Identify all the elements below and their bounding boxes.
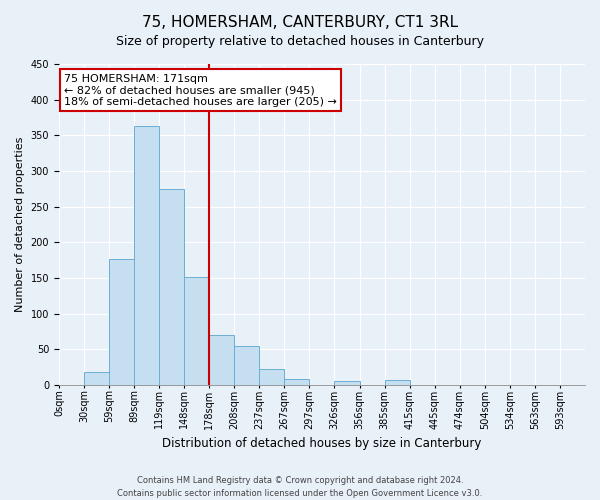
Text: Contains HM Land Registry data © Crown copyright and database right 2024.
Contai: Contains HM Land Registry data © Crown c…: [118, 476, 482, 498]
Text: 75, HOMERSHAM, CANTERBURY, CT1 3RL: 75, HOMERSHAM, CANTERBURY, CT1 3RL: [142, 15, 458, 30]
Bar: [84, 372, 109, 385]
Text: Size of property relative to detached houses in Canterbury: Size of property relative to detached ho…: [116, 35, 484, 48]
Bar: [159, 189, 184, 385]
Bar: [134, 126, 159, 385]
Bar: [184, 278, 209, 385]
Bar: [259, 368, 284, 385]
Bar: [209, 335, 234, 385]
X-axis label: Distribution of detached houses by size in Canterbury: Distribution of detached houses by size …: [162, 437, 482, 450]
Y-axis label: Number of detached properties: Number of detached properties: [15, 137, 25, 312]
Bar: [385, 380, 410, 385]
Bar: [234, 346, 259, 385]
Bar: [284, 378, 310, 385]
Text: 75 HOMERSHAM: 171sqm
← 82% of detached houses are smaller (945)
18% of semi-deta: 75 HOMERSHAM: 171sqm ← 82% of detached h…: [64, 74, 337, 107]
Bar: [334, 381, 359, 385]
Bar: [109, 259, 134, 385]
